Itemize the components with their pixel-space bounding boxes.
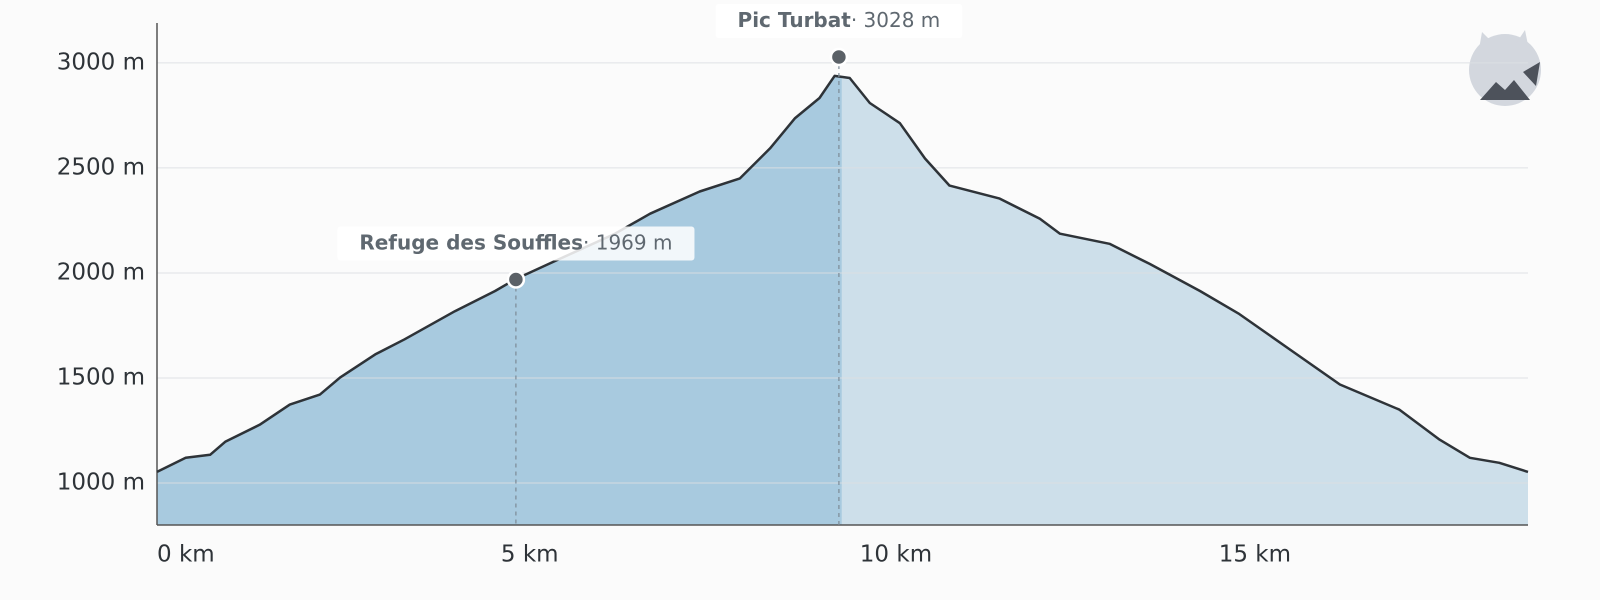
annotation: Refuge des Souffles· 1969 m <box>337 226 695 261</box>
marker-point <box>829 47 849 67</box>
y-tick-label: 2500 m <box>57 154 145 180</box>
y-tick-label: 1000 m <box>57 469 145 495</box>
annotation: Pic Turbat· 3028 m <box>715 4 963 39</box>
area-done <box>157 75 842 525</box>
area-rest <box>841 76 1528 525</box>
x-tick-label: 15 km <box>1219 542 1291 568</box>
annotation-value: · 1969 m <box>583 230 672 254</box>
annotation-box <box>337 226 695 261</box>
x-tick-label: 10 km <box>860 542 932 568</box>
logo <box>1469 30 1541 106</box>
annotation-text: Refuge des Souffles· 1969 m <box>359 230 672 254</box>
annotation-box <box>715 4 963 39</box>
annotation-label: Pic Turbat <box>738 8 852 32</box>
annotation-value: · 3028 m <box>851 8 940 32</box>
annotation-text: Pic Turbat· 3028 m <box>738 8 941 32</box>
annotation-label: Refuge des Souffles <box>359 230 583 254</box>
x-tick-label: 0 km <box>157 542 215 568</box>
profile-line <box>156 74 1529 474</box>
y-tick-label: 1500 m <box>57 364 145 390</box>
y-tick-label: 3000 m <box>57 49 145 75</box>
y-tick-label: 2000 m <box>57 259 145 285</box>
x-tick-label: 5 km <box>501 542 559 568</box>
marker-point <box>506 270 526 289</box>
